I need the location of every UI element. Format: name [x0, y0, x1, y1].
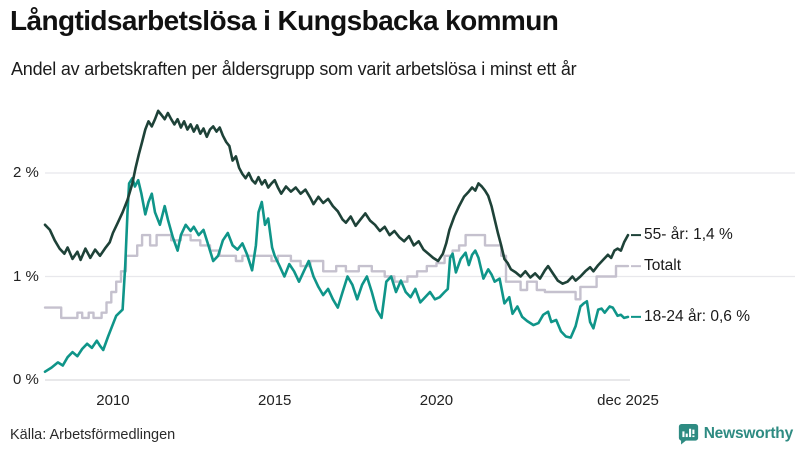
newsworthy-logo[interactable]: Newsworthy	[678, 423, 793, 445]
series-label-totalt: Totalt	[644, 257, 682, 275]
chart-line-age55	[43, 109, 630, 285]
x-tick-2020: 2020	[419, 392, 454, 409]
series-label-55: 55- år: 1,4 %	[644, 226, 733, 244]
y-tick-2pct: 2 %	[13, 164, 39, 181]
x-tick-dec-2025: dec 2025	[597, 392, 659, 409]
y-tick-0pct: 0 %	[13, 371, 39, 388]
page-title: Långtidsarbetslösa i Kungsbacka kommun	[10, 5, 559, 36]
newsworthy-bubble-chart-icon	[678, 423, 698, 445]
series-label-18-24: 18-24 år: 0,6 %	[644, 307, 750, 325]
brand-label: Newsworthy	[703, 425, 794, 442]
source-note: Källa: Arbetsförmedlingen	[10, 427, 176, 443]
x-tick-2015: 2015	[258, 392, 292, 409]
chart-line-age1824	[43, 176, 630, 373]
x-tick-2010: 2010	[96, 392, 130, 409]
y-tick-1pct: 1 %	[13, 267, 39, 285]
chart-subtitle: Andel av arbetskraften per åldersgrupp s…	[11, 59, 577, 79]
